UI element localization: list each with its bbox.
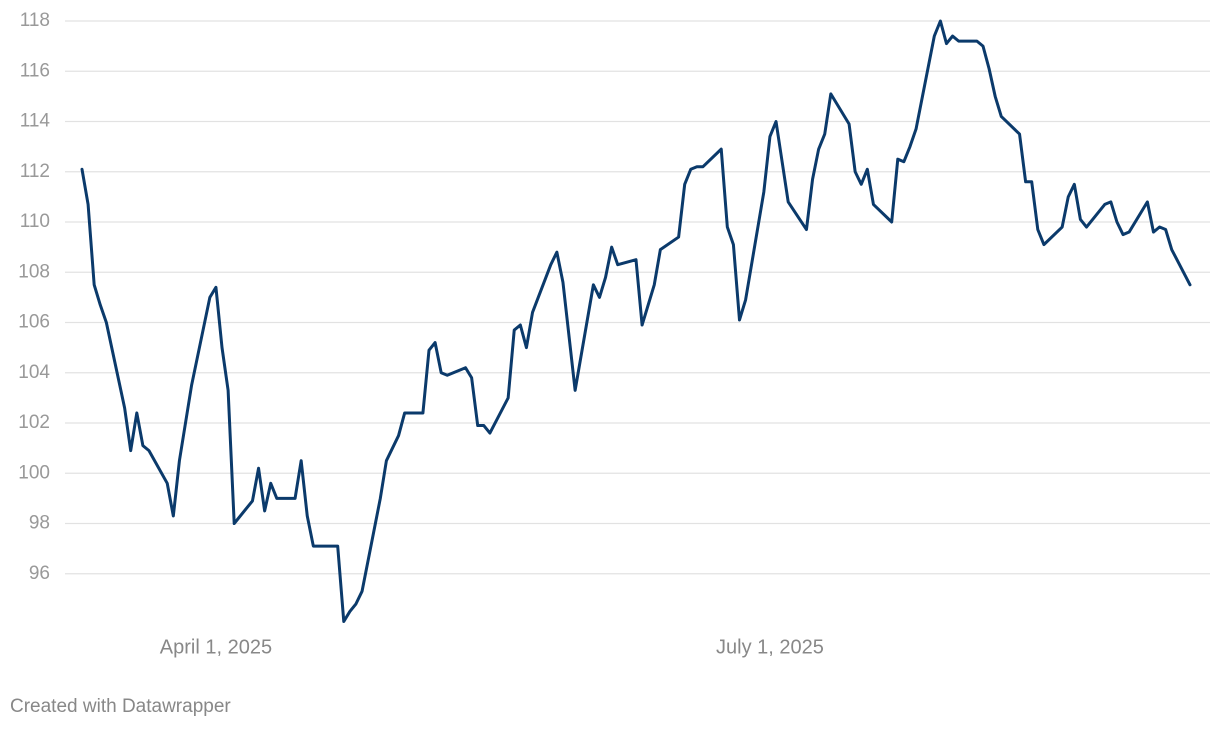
line [80,19,1192,623]
y-tick-label: 106 [18,312,50,333]
y-tick-label: 110 [20,211,50,232]
y-tick-label: 96 [29,563,50,584]
y-tick-label: 100 [18,462,50,483]
footer: Created with Datawrapper [10,696,231,717]
y-tick-label: 102 [18,412,50,433]
y-tick-label: 98 [29,513,50,534]
x-tick-label: July 1, 2025 [716,636,824,658]
x-tick-label: April 1, 2025 [160,636,272,658]
y-tick-label: 104 [18,362,50,383]
y-tick-label: 118 [20,10,50,31]
y-tick-label: 108 [18,261,50,282]
y-tick-label: 112 [20,161,50,182]
y-tick-label: 116 [20,60,50,81]
y-tick-label: 114 [20,111,51,132]
